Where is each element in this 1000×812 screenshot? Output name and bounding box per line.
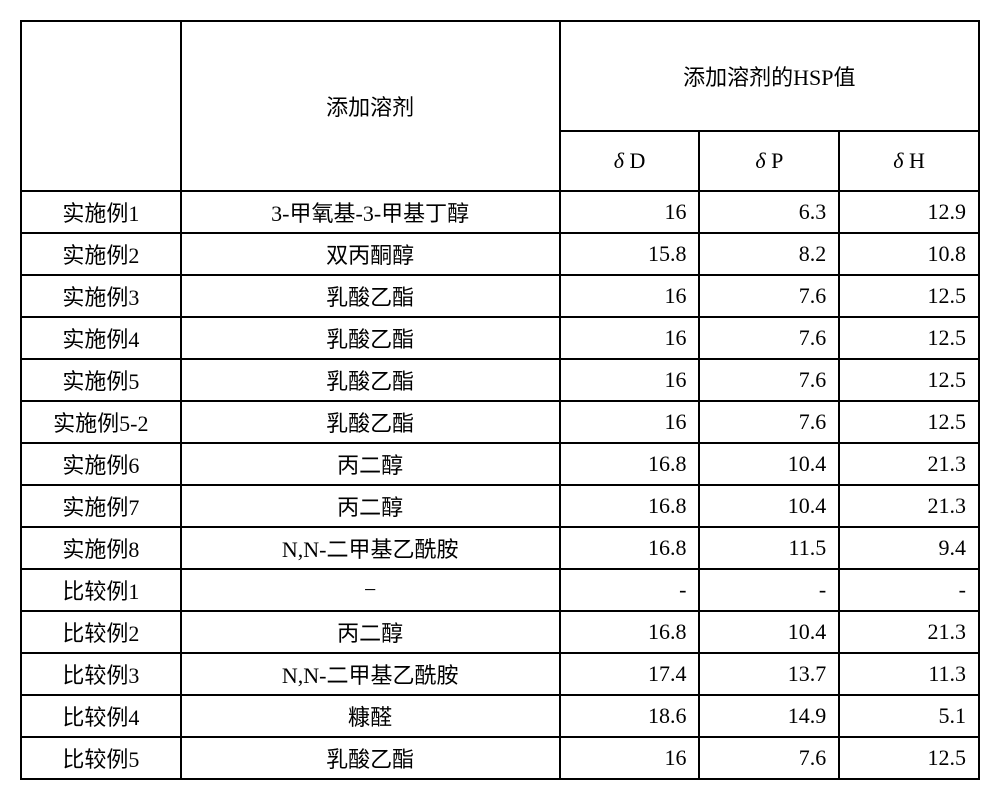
row-solvent: 丙二醇 <box>181 485 560 527</box>
row-id: 实施例8 <box>21 527 181 569</box>
row-dD: 16 <box>560 275 700 317</box>
row-dP: 7.6 <box>699 275 839 317</box>
row-dH: 21.3 <box>839 611 979 653</box>
row-dH: 10.8 <box>839 233 979 275</box>
row-dD: 16 <box>560 359 700 401</box>
row-dP: 6.3 <box>699 191 839 233</box>
row-dH: 21.3 <box>839 485 979 527</box>
row-dD: 18.6 <box>560 695 700 737</box>
row-dH: 11.3 <box>839 653 979 695</box>
row-solvent: 乳酸乙酯 <box>181 275 560 317</box>
row-dP: 7.6 <box>699 359 839 401</box>
table-row: 实施例13-甲氧基-3-甲基丁醇166.312.9 <box>21 191 979 233</box>
table-row: 实施例3乳酸乙酯167.612.5 <box>21 275 979 317</box>
row-id: 实施例2 <box>21 233 181 275</box>
header-solvent: 添加溶剂 <box>181 21 560 191</box>
row-dH: 9.4 <box>839 527 979 569</box>
row-dD: 16.8 <box>560 527 700 569</box>
table-body: 实施例13-甲氧基-3-甲基丁醇166.312.9实施例2双丙酮醇15.88.2… <box>21 191 979 779</box>
row-solvent: 丙二醇 <box>181 611 560 653</box>
header-id-blank <box>21 21 181 191</box>
row-dD: - <box>560 569 700 611</box>
row-solvent: N,N-二甲基乙酰胺 <box>181 527 560 569</box>
row-dH: 5.1 <box>839 695 979 737</box>
header-hsp-group: 添加溶剂的HSP值 <box>560 21 979 131</box>
row-solvent: − <box>181 569 560 611</box>
row-dH: 12.5 <box>839 737 979 779</box>
row-id: 比较例1 <box>21 569 181 611</box>
hsp-table: 添加溶剂 添加溶剂的HSP值 δ D δ P δ H 实施例13-甲氧基-3-甲… <box>20 20 980 780</box>
row-solvent: 糠醛 <box>181 695 560 737</box>
row-id: 实施例6 <box>21 443 181 485</box>
row-dH: 12.5 <box>839 317 979 359</box>
table-row: 实施例2双丙酮醇15.88.210.8 <box>21 233 979 275</box>
table-row: 实施例5-2乳酸乙酯167.612.5 <box>21 401 979 443</box>
row-dH: 12.5 <box>839 275 979 317</box>
row-id: 比较例4 <box>21 695 181 737</box>
row-id: 比较例3 <box>21 653 181 695</box>
row-dP: 7.6 <box>699 737 839 779</box>
row-dH: 21.3 <box>839 443 979 485</box>
table-row: 比较例5乳酸乙酯167.612.5 <box>21 737 979 779</box>
row-dP: 10.4 <box>699 443 839 485</box>
table-row: 比较例1−--- <box>21 569 979 611</box>
row-dD: 16 <box>560 191 700 233</box>
row-dP: 7.6 <box>699 401 839 443</box>
header-delta-p: δ P <box>699 131 839 191</box>
row-dH: - <box>839 569 979 611</box>
row-solvent: 双丙酮醇 <box>181 233 560 275</box>
row-solvent: 乳酸乙酯 <box>181 359 560 401</box>
table-row: 实施例5乳酸乙酯167.612.5 <box>21 359 979 401</box>
row-dH: 12.9 <box>839 191 979 233</box>
row-id: 实施例5-2 <box>21 401 181 443</box>
row-dP: 14.9 <box>699 695 839 737</box>
row-dD: 16.8 <box>560 611 700 653</box>
row-dD: 16 <box>560 317 700 359</box>
row-dD: 16 <box>560 737 700 779</box>
row-dP: 7.6 <box>699 317 839 359</box>
row-id: 实施例1 <box>21 191 181 233</box>
table-row: 实施例6丙二醇16.810.421.3 <box>21 443 979 485</box>
row-dD: 16 <box>560 401 700 443</box>
row-dP: 10.4 <box>699 485 839 527</box>
table-row: 比较例3N,N-二甲基乙酰胺17.413.711.3 <box>21 653 979 695</box>
row-dH: 12.5 <box>839 359 979 401</box>
header-delta-h: δ H <box>839 131 979 191</box>
row-solvent: 乳酸乙酯 <box>181 401 560 443</box>
row-solvent: 丙二醇 <box>181 443 560 485</box>
row-id: 实施例4 <box>21 317 181 359</box>
table-row: 实施例7丙二醇16.810.421.3 <box>21 485 979 527</box>
row-dD: 16.8 <box>560 443 700 485</box>
row-id: 实施例5 <box>21 359 181 401</box>
table-row: 实施例4乳酸乙酯167.612.5 <box>21 317 979 359</box>
row-dH: 12.5 <box>839 401 979 443</box>
row-dP: - <box>699 569 839 611</box>
row-id: 实施例7 <box>21 485 181 527</box>
row-dD: 15.8 <box>560 233 700 275</box>
row-dP: 13.7 <box>699 653 839 695</box>
table-header: 添加溶剂 添加溶剂的HSP值 δ D δ P δ H <box>21 21 979 191</box>
table-row: 比较例2丙二醇16.810.421.3 <box>21 611 979 653</box>
row-dP: 11.5 <box>699 527 839 569</box>
row-id: 比较例2 <box>21 611 181 653</box>
row-id: 比较例5 <box>21 737 181 779</box>
row-solvent: 乳酸乙酯 <box>181 317 560 359</box>
header-delta-d: δ D <box>560 131 700 191</box>
row-dD: 17.4 <box>560 653 700 695</box>
row-dP: 8.2 <box>699 233 839 275</box>
row-id: 实施例3 <box>21 275 181 317</box>
row-dP: 10.4 <box>699 611 839 653</box>
table-row: 比较例4糠醛18.614.95.1 <box>21 695 979 737</box>
row-solvent: 乳酸乙酯 <box>181 737 560 779</box>
row-solvent: N,N-二甲基乙酰胺 <box>181 653 560 695</box>
table-row: 实施例8N,N-二甲基乙酰胺16.811.59.4 <box>21 527 979 569</box>
row-solvent: 3-甲氧基-3-甲基丁醇 <box>181 191 560 233</box>
row-dD: 16.8 <box>560 485 700 527</box>
